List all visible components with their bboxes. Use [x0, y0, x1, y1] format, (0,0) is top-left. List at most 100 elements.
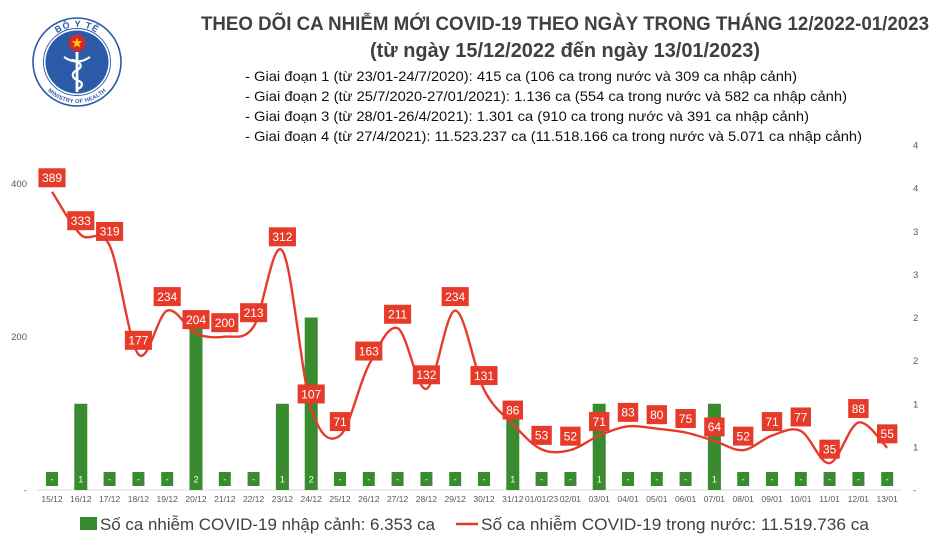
domestic-cases-data-label: 55: [877, 424, 898, 444]
data-label-box: [74, 472, 87, 486]
data-label-box: [132, 472, 145, 486]
data-label-box: [589, 412, 610, 432]
imported-cases-value: -: [684, 474, 687, 484]
imported-cases-data-label: -: [420, 472, 433, 486]
data-label-box: [67, 211, 95, 231]
x-tick-label: 13/01: [877, 494, 899, 504]
domestic-cases-data-label: 80: [646, 405, 667, 425]
chart-legend: Số ca nhiễm COVID-19 nhập cảnh: 6.353 ca…: [80, 515, 870, 534]
x-tick-label: 20/12: [185, 494, 207, 504]
domestic-cases-data-label: 71: [329, 412, 351, 432]
imported-cases-data-label: -: [823, 472, 836, 486]
legend-label-imported: Số ca nhiễm COVID-19 nhập cảnh: 6.353 ca: [100, 515, 436, 534]
data-label-box: [823, 472, 836, 486]
right-y-tick-label: 1: [913, 399, 918, 410]
domestic-cases-point: [395, 325, 401, 331]
data-label-box: [240, 303, 268, 323]
chart-header: THEO DÕI CA NHIỄM MỚI COVID-19 THEO NGÀY…: [201, 13, 929, 144]
data-label-box: [305, 472, 318, 486]
right-y-tick-label: 3: [913, 270, 918, 281]
domestic-cases-point: [337, 433, 343, 439]
imported-cases-data-label: 2: [305, 472, 318, 486]
domestic-cases-value: 52: [564, 429, 578, 443]
phase-note: - Giai đoạn 3 (từ 28/01-26/4/2021): 1.30…: [245, 108, 809, 124]
imported-cases-data-label: -: [218, 472, 231, 486]
domestic-cases-point: [49, 189, 55, 195]
x-tick-label: 07/01: [704, 494, 726, 504]
domestic-cases-point: [366, 362, 372, 368]
domestic-cases-point: [308, 405, 314, 411]
imported-cases-value: 1: [280, 474, 285, 484]
imported-cases-data-label: -: [564, 472, 577, 486]
imported-cases-value: 1: [597, 474, 602, 484]
domestic-cases-value: 333: [71, 214, 91, 228]
imported-cases-data-label: 1: [74, 472, 87, 486]
domestic-cases-point: [654, 426, 660, 432]
data-label-box: [877, 424, 898, 444]
logo-inner-ring: [43, 28, 111, 96]
data-label-box: [355, 341, 383, 361]
imported-cases-data-label: -: [881, 472, 894, 486]
data-label-box: [362, 472, 375, 486]
imported-cases-value: 1: [510, 474, 515, 484]
imported-cases-value: -: [425, 474, 428, 484]
data-label-box: [276, 472, 289, 486]
x-tick-label: 18/12: [128, 494, 150, 504]
data-label-box: [650, 472, 663, 486]
x-tick-label: 19/12: [157, 494, 179, 504]
domestic-cases-data-label: 52: [560, 426, 581, 446]
domestic-cases-point: [251, 324, 257, 330]
data-label-box: [334, 472, 346, 486]
domestic-cases-point: [193, 331, 199, 337]
domestic-cases-point: [740, 447, 746, 453]
imported-cases-value: -: [166, 474, 169, 484]
right-y-tick-label: 4: [913, 141, 918, 152]
domestic-cases-value: 75: [679, 412, 693, 426]
x-tick-label: 15/12: [41, 494, 63, 504]
logo-top-text: BỘ Y TẾ: [53, 19, 101, 35]
imported-cases-data-labels: - 1 - - - 2 - - 1 2 - - - - - - 1 - - 1 - - - 1 - - - - - -: [46, 472, 894, 486]
domestic-cases-value: 389: [42, 171, 62, 185]
imported-cases-value: -: [223, 474, 226, 484]
x-tick-label: 31/12: [502, 494, 524, 504]
domestic-cases-point: [855, 420, 861, 426]
imported-cases-data-label: -: [622, 472, 634, 486]
right-y-tick-label: 4: [913, 184, 918, 195]
domestic-cases-data-labels: 389 333 319 177 234 204 200 213 312 107 71 163 211 13…: [38, 168, 898, 459]
data-label-box: [449, 472, 462, 486]
imported-cases-data-label: -: [766, 472, 778, 486]
imported-cases-data-label: -: [737, 472, 750, 486]
left-y-tick-label: 200: [11, 332, 27, 343]
legend-item-imported: Số ca nhiễm COVID-19 nhập cảnh: 6.353 ca: [80, 515, 436, 534]
domestic-cases-data-label: 312: [268, 227, 296, 247]
ministry-of-health-logo: BỘ Y TẾ MINISTRY OF HEALTH: [32, 17, 122, 107]
domestic-cases-value: 88: [852, 402, 866, 416]
domestic-cases-data-label: 77: [790, 407, 811, 427]
domestic-cases-point: [567, 447, 573, 453]
imported-cases-data-label: -: [391, 472, 404, 486]
data-label-box: [218, 472, 231, 486]
data-label-box: [733, 426, 754, 446]
data-label-box: [478, 472, 490, 486]
domestic-cases-data-label: 211: [384, 304, 412, 324]
x-tick-label: 30/12: [473, 494, 495, 504]
domestic-cases-data-label: 213: [240, 303, 268, 323]
data-label-box: [153, 287, 181, 307]
data-label-box: [535, 472, 548, 486]
domestic-cases-data-label: 204: [182, 310, 210, 330]
chart-title: THEO DÕI CA NHIỄM MỚI COVID-19 THEO NGÀY…: [201, 13, 929, 35]
x-tick-label: 26/12: [358, 494, 380, 504]
data-label-box: [766, 472, 778, 486]
domestic-cases-data-label: 71: [761, 412, 783, 432]
domestic-cases-point: [798, 428, 804, 434]
data-label-box: [124, 330, 152, 350]
chart-subtitle: (từ ngày 15/12/2022 đến ngày 13/01/2023): [370, 40, 760, 62]
legend-label-domestic: Số ca nhiễm COVID-19 trong nước: 11.519.…: [481, 515, 870, 534]
domestic-cases-value: 204: [186, 313, 206, 327]
domestic-cases-value: 64: [708, 420, 722, 434]
chart-axes: 15/12 16/12 17/12 18/12 19/12 20/12 21/12 22/12…: [11, 141, 918, 505]
x-tick-label: 28/12: [416, 494, 438, 504]
imported-cases-data-label: -: [103, 472, 116, 486]
logo-snake-icon: [70, 58, 83, 91]
